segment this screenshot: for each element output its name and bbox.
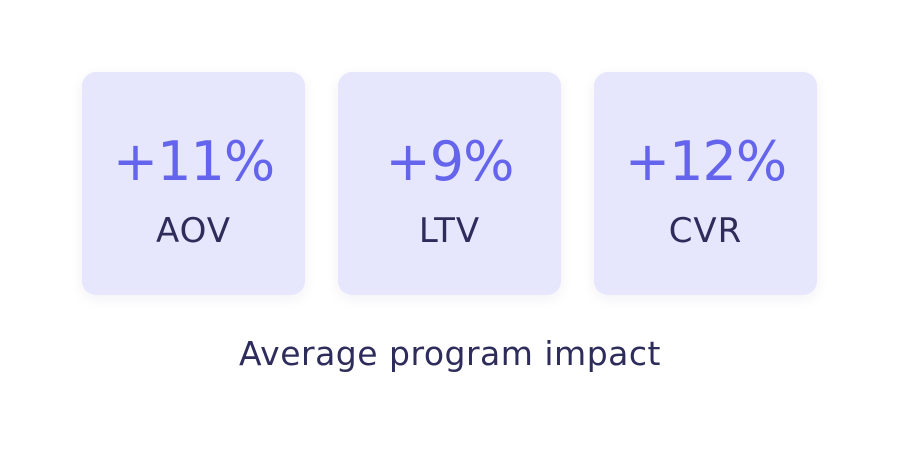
stat-label: AOV [155,211,232,251]
stat-value: +9% [385,130,515,193]
stats-row: +11% AOV +9% LTV +12% CVR [82,72,817,295]
stat-value: +12% [624,130,787,193]
stat-card-aov: +11% AOV [82,72,305,295]
stat-label: CVR [668,211,743,251]
stat-card-ltv: +9% LTV [338,72,561,295]
caption: Average program impact [239,334,661,373]
stat-value: +11% [112,130,275,193]
stat-card-cvr: +12% CVR [594,72,817,295]
stat-label: LTV [418,211,481,251]
